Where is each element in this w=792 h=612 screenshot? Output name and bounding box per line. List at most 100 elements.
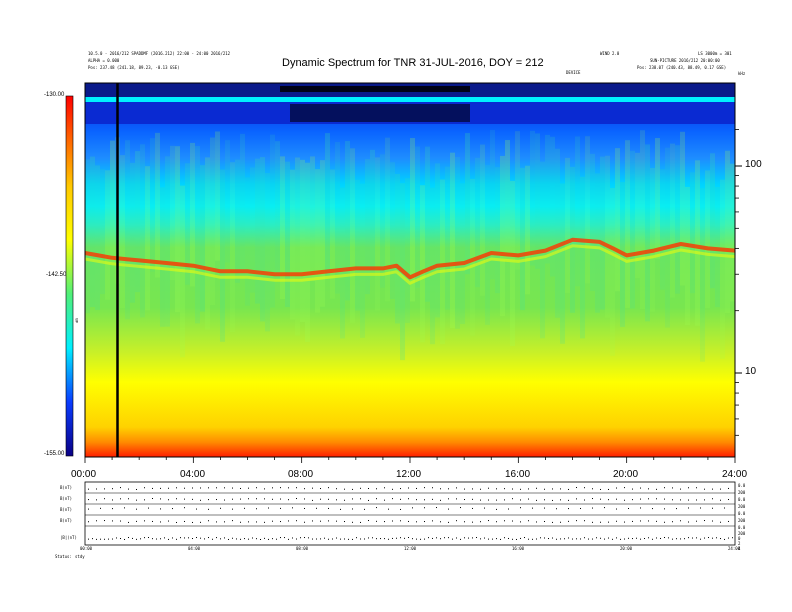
spectrum-column xyxy=(495,167,500,294)
lower-trace-point xyxy=(496,508,497,510)
lower-trace-point xyxy=(508,508,509,510)
lower-trace-point xyxy=(184,507,185,509)
lower-trace-point xyxy=(464,499,465,501)
lower-trace-point xyxy=(720,488,721,490)
lower-trace-point xyxy=(496,488,497,490)
lower-trace-point xyxy=(544,520,545,522)
spectrum-column xyxy=(530,130,535,266)
lower-trace-point xyxy=(456,520,457,522)
lower-trace-point xyxy=(544,507,545,509)
lower-trace-point xyxy=(184,520,185,522)
spectrum-column xyxy=(245,177,250,306)
lower-trace-point xyxy=(484,537,485,539)
spectrum-column xyxy=(325,133,330,276)
lower-trace-point xyxy=(460,538,461,540)
lower-trace-point xyxy=(176,538,177,540)
lower-trace-point xyxy=(240,498,241,500)
lower-x-tick-2000: 20:00 xyxy=(620,546,633,551)
lower-trace-point xyxy=(672,499,673,501)
lower-trace-point xyxy=(648,520,649,522)
lower-trace-point xyxy=(520,488,521,490)
spectrum-column xyxy=(220,169,225,342)
lower-trace-point xyxy=(400,537,401,539)
lower-trace-point xyxy=(496,538,497,540)
lower-trace-point xyxy=(336,520,337,522)
lower-trace-point xyxy=(120,487,121,489)
spectrum-column xyxy=(305,162,310,343)
lower-trace-point xyxy=(208,537,209,539)
lower-trace-point xyxy=(120,538,121,540)
lower-trace-point xyxy=(452,538,453,540)
lower-trace-point xyxy=(444,537,445,539)
lower-trace-point xyxy=(268,538,269,540)
spectrum-column xyxy=(375,157,380,311)
lower-trace-point xyxy=(280,507,281,509)
lower-trace-point xyxy=(536,499,537,501)
lower-trace-point xyxy=(176,487,177,489)
lower-trace-point xyxy=(136,499,137,501)
lower-trace-point xyxy=(584,537,585,539)
spectrum-column xyxy=(655,138,660,259)
lower-trace-point xyxy=(428,537,429,539)
spectrum-column xyxy=(720,179,725,359)
lower-trace-point xyxy=(376,488,377,490)
lower-trace-point xyxy=(268,507,269,509)
lower-trace-point xyxy=(256,487,257,489)
lower-trace-point xyxy=(432,537,433,539)
lower-trace-point xyxy=(608,521,609,523)
lower-trace-point xyxy=(192,538,193,540)
lower-trace-point xyxy=(100,538,101,540)
lower-trace-point xyxy=(676,508,677,510)
lower-trace-point xyxy=(608,499,609,501)
lower-trace-point xyxy=(504,520,505,522)
lower-trace-point xyxy=(472,488,473,490)
lower-trace-point xyxy=(688,521,689,523)
spectrum-column xyxy=(535,133,540,269)
lower-trace-point xyxy=(440,521,441,523)
lower-trace-point xyxy=(216,499,217,501)
spectrum-column xyxy=(105,170,110,300)
lower-trace-point xyxy=(488,538,489,540)
lower-trace-point xyxy=(96,520,97,522)
lower-trace-point xyxy=(376,538,377,540)
lower-trace-point xyxy=(200,487,201,489)
lower-trace-point xyxy=(284,537,285,539)
lower-trace-point xyxy=(728,499,729,501)
spectrum-column xyxy=(560,183,565,344)
lower-trace-point xyxy=(244,507,245,509)
lower-trace-point xyxy=(256,538,257,540)
lower-row-label-5: |B|(nT) xyxy=(60,535,77,540)
spectrum-column xyxy=(480,144,485,296)
lower-trace-point xyxy=(112,520,113,522)
lower-trace-point xyxy=(288,487,289,489)
spectrum-column xyxy=(200,165,205,312)
lower-trace-point xyxy=(528,488,529,490)
lower-trace-point xyxy=(152,487,153,489)
spectrum-column xyxy=(460,183,465,324)
lower-trace-point xyxy=(576,538,577,540)
lower-trace-point xyxy=(684,538,685,540)
lower-trace-point xyxy=(372,537,373,539)
lower-trace-point xyxy=(632,538,633,540)
lower-trace-point xyxy=(724,538,725,540)
lower-trace-point xyxy=(688,487,689,489)
spectrum-column xyxy=(730,163,735,302)
lower-trace-point xyxy=(124,507,125,509)
lower-trace-point xyxy=(636,537,637,539)
lower-trace-point xyxy=(720,499,721,501)
lower-trace-point xyxy=(448,521,449,523)
lower-trace-point xyxy=(544,488,545,490)
spectrum-column xyxy=(485,165,490,325)
lower-trace-point xyxy=(564,538,565,540)
lower-trace-point xyxy=(104,498,105,500)
spectrum-column xyxy=(605,155,610,318)
spectrum-column xyxy=(525,165,530,295)
lower-trace-point xyxy=(680,499,681,501)
spectrum-column xyxy=(190,142,195,287)
lower-trace-point xyxy=(208,499,209,501)
lower-trace-point xyxy=(224,499,225,501)
lower-trace-point xyxy=(624,499,625,501)
lower-trace-point xyxy=(368,520,369,522)
lower-trace-point xyxy=(556,508,557,510)
lower-trace-point xyxy=(176,498,177,500)
